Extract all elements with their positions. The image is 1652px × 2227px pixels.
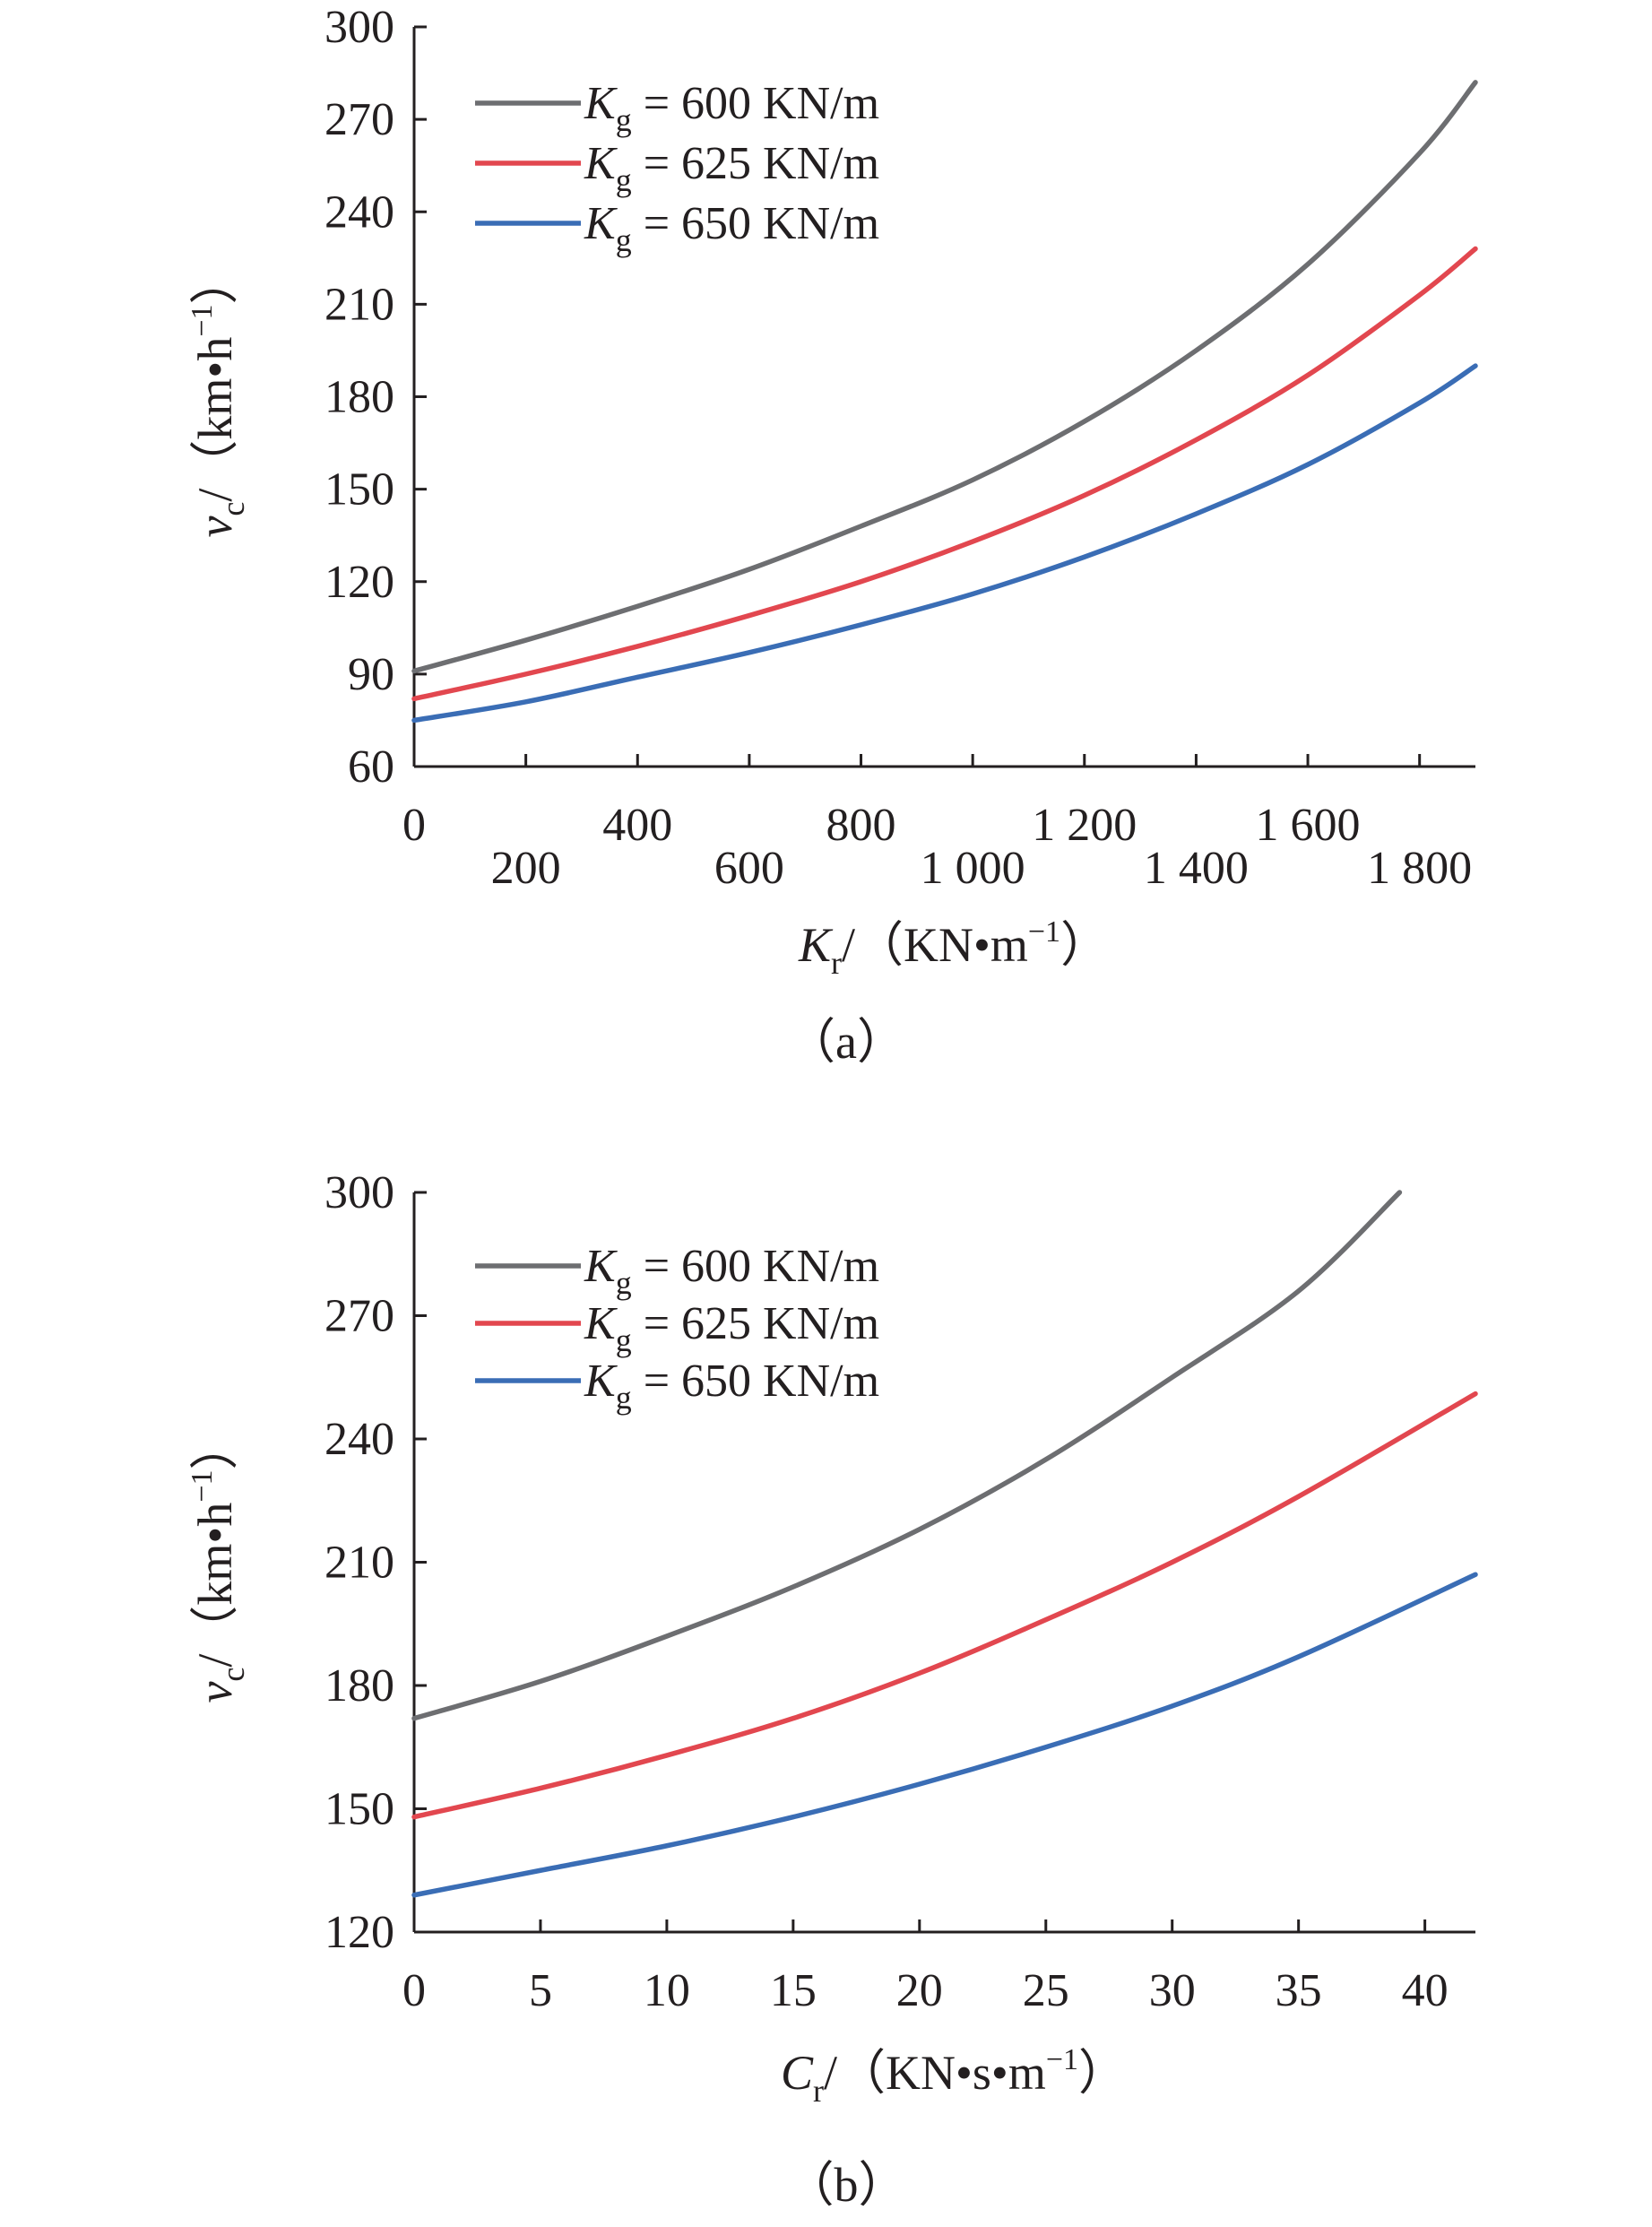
series-line-2 xyxy=(411,246,1478,702)
x-tick-label: 600 xyxy=(714,843,784,894)
legend-entry: Kg = 625 KN/m xyxy=(584,138,879,198)
x-tick-label: 0 xyxy=(402,1965,426,2016)
series-line-2 xyxy=(411,1391,1478,1820)
y-tick-label: 300 xyxy=(324,2,394,53)
x-tick-label: 40 xyxy=(1402,1965,1449,2016)
x-tick-label: 1 000 xyxy=(921,843,1025,894)
y-tick-label: 240 xyxy=(324,1414,394,1465)
y-tick-label: 180 xyxy=(324,372,394,423)
panel-label: （b） xyxy=(786,2158,907,2212)
y-tick-label: 240 xyxy=(324,186,394,238)
y-tick-label: 180 xyxy=(324,1660,394,1711)
series-line-3 xyxy=(411,363,1478,724)
legend-entry: Kg = 650 KN/m xyxy=(584,198,879,258)
y-tick-label: 300 xyxy=(324,1167,394,1218)
x-axis-label: Cr/（KN•s•m−1） xyxy=(781,2043,1127,2109)
y-tick-label: 120 xyxy=(324,1907,394,1958)
y-tick-label: 210 xyxy=(324,1538,394,1589)
x-tick-label: 30 xyxy=(1149,1965,1196,2016)
series-line-1 xyxy=(411,80,1478,674)
x-tick-label: 800 xyxy=(826,800,896,851)
legend-entry: Kg = 650 KN/m xyxy=(584,1356,879,1416)
x-tick-label: 1 800 xyxy=(1367,843,1472,894)
x-tick-label: 15 xyxy=(770,1965,817,2016)
y-tick-label: 270 xyxy=(324,94,394,145)
y-tick-label: 60 xyxy=(348,741,394,793)
legend-entry: Kg = 625 KN/m xyxy=(584,1298,879,1358)
x-tick-label: 0 xyxy=(402,800,426,851)
x-tick-label: 20 xyxy=(896,1965,943,2016)
x-tick-label: 10 xyxy=(644,1965,690,2016)
series-line-3 xyxy=(411,1572,1478,1898)
x-tick-label: 1 600 xyxy=(1256,800,1361,851)
x-tick-label: 1 200 xyxy=(1032,800,1137,851)
legend-entry: Kg = 600 KN/m xyxy=(584,78,879,138)
legend-entry: Kg = 600 KN/m xyxy=(584,1241,879,1301)
y-tick-label: 150 xyxy=(324,1784,394,1835)
x-tick-label: 400 xyxy=(602,800,672,851)
x-tick-label: 25 xyxy=(1023,1965,1069,2016)
series-line-1 xyxy=(411,1190,1403,1721)
x-tick-label: 35 xyxy=(1276,1965,1322,2016)
panel-label: （a） xyxy=(787,1015,905,1069)
x-tick-label: 1 400 xyxy=(1144,843,1249,894)
y-tick-label: 150 xyxy=(324,464,394,516)
chart-panel-a: 60 90 120 150 180 210 240 270 300 0 200 400 600 800 1 … xyxy=(186,2,1478,1069)
x-axis-label: Kr/（KN•m−1） xyxy=(798,915,1109,981)
x-tick-label: 200 xyxy=(491,843,561,894)
y-tick-label: 120 xyxy=(324,557,394,608)
x-tick-label: 5 xyxy=(529,1965,552,2016)
y-tick-label: 210 xyxy=(324,279,394,330)
chart-panel-b: 120 150 180 210 240 270 300 0 5 10 15 20 25 30 35 40 Kg … xyxy=(186,1167,1478,2212)
y-axis-label: vc/（km•h−1） xyxy=(186,256,251,537)
y-tick-label: 270 xyxy=(324,1291,394,1342)
y-axis-label: vc/（km•h−1） xyxy=(186,1421,251,1703)
y-tick-label: 90 xyxy=(348,649,394,700)
